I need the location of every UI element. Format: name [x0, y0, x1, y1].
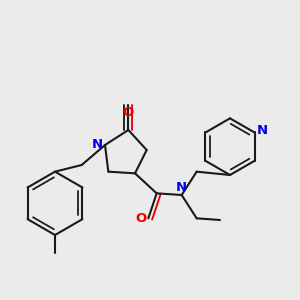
Text: N: N: [92, 139, 103, 152]
Text: N: N: [256, 124, 267, 137]
Text: N: N: [176, 181, 187, 194]
Text: O: O: [123, 106, 134, 119]
Text: O: O: [135, 212, 147, 225]
